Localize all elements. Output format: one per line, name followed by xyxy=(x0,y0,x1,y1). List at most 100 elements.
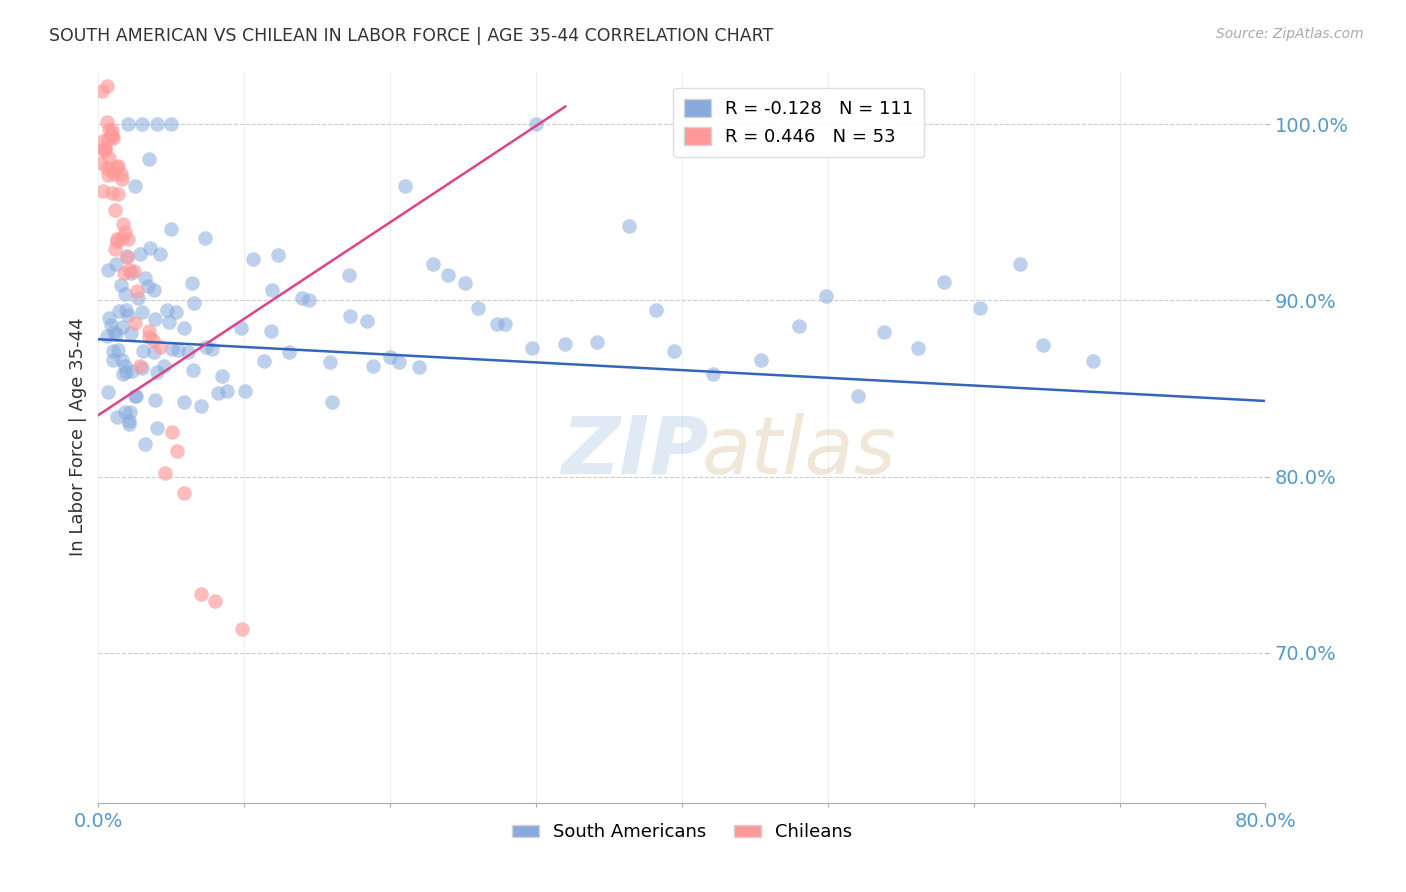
Point xyxy=(117,117,139,131)
Point xyxy=(260,283,283,297)
Point xyxy=(204,594,226,608)
Point xyxy=(143,345,166,359)
Point xyxy=(91,134,114,148)
Point xyxy=(361,359,384,373)
Point xyxy=(110,167,132,181)
Text: atlas: atlas xyxy=(702,413,896,491)
Point xyxy=(907,342,929,356)
Point xyxy=(108,304,131,318)
Point xyxy=(146,420,169,434)
Point xyxy=(846,389,869,403)
Text: SOUTH AMERICAN VS CHILEAN IN LABOR FORCE | AGE 35-44 CORRELATION CHART: SOUTH AMERICAN VS CHILEAN IN LABOR FORCE… xyxy=(49,27,773,45)
Point xyxy=(260,324,283,338)
Point xyxy=(100,163,122,178)
Point xyxy=(146,117,169,131)
Point xyxy=(111,367,134,381)
Point xyxy=(118,263,141,277)
Point xyxy=(181,276,204,290)
Point xyxy=(96,329,118,343)
Point xyxy=(134,437,156,451)
Point xyxy=(97,169,120,183)
Point xyxy=(146,366,169,380)
Point xyxy=(664,343,686,358)
Point xyxy=(114,359,136,373)
Point xyxy=(267,248,290,262)
Point xyxy=(103,343,125,358)
Point xyxy=(253,353,276,368)
Point xyxy=(194,231,217,245)
Point xyxy=(969,301,991,315)
Point xyxy=(112,266,135,280)
Point xyxy=(98,123,121,137)
Point xyxy=(408,359,430,374)
Point xyxy=(107,343,129,358)
Point xyxy=(93,144,115,158)
Point xyxy=(388,355,411,369)
Point xyxy=(114,405,136,419)
Point xyxy=(787,319,810,334)
Point xyxy=(131,305,153,319)
Point xyxy=(128,359,150,374)
Point xyxy=(467,301,489,315)
Point xyxy=(207,385,229,400)
Point xyxy=(211,369,233,384)
Point xyxy=(118,405,141,419)
Point xyxy=(117,308,139,322)
Point xyxy=(436,268,458,283)
Point xyxy=(104,243,127,257)
Point xyxy=(105,232,128,246)
Point xyxy=(132,343,155,358)
Point xyxy=(90,156,112,170)
Point xyxy=(319,355,342,369)
Point xyxy=(117,232,139,246)
Point xyxy=(104,257,127,271)
Point xyxy=(356,314,378,328)
Point xyxy=(97,263,120,277)
Point xyxy=(190,399,212,413)
Point xyxy=(554,337,576,351)
Point xyxy=(422,258,444,272)
Point xyxy=(173,321,195,335)
Point xyxy=(298,293,321,307)
Point xyxy=(125,389,148,403)
Point xyxy=(103,352,125,367)
Point xyxy=(166,443,188,458)
Point xyxy=(494,317,516,331)
Point xyxy=(96,115,118,129)
Point xyxy=(586,334,609,349)
Point xyxy=(153,467,176,481)
Point xyxy=(149,247,172,261)
Point xyxy=(702,367,724,381)
Point xyxy=(110,352,132,367)
Point xyxy=(231,321,253,335)
Point xyxy=(1008,256,1031,270)
Point xyxy=(114,287,136,301)
Point xyxy=(98,311,121,326)
Point xyxy=(138,329,160,343)
Point xyxy=(183,296,205,310)
Point xyxy=(143,311,166,326)
Point xyxy=(107,186,129,201)
Point xyxy=(96,161,118,175)
Point xyxy=(934,275,956,289)
Point xyxy=(201,342,224,356)
Point xyxy=(173,395,195,409)
Point xyxy=(1081,353,1104,368)
Text: Source: ZipAtlas.com: Source: ZipAtlas.com xyxy=(1216,27,1364,41)
Point xyxy=(378,350,401,364)
Point xyxy=(177,345,200,359)
Point xyxy=(131,117,153,131)
Point xyxy=(103,130,125,145)
Point xyxy=(118,414,141,428)
Point xyxy=(115,249,138,263)
Point xyxy=(242,252,264,267)
Point xyxy=(107,159,129,173)
Point xyxy=(100,123,122,137)
Point xyxy=(159,221,181,235)
Point xyxy=(110,277,132,292)
Point xyxy=(485,317,508,331)
Point xyxy=(101,186,124,201)
Point xyxy=(873,325,896,339)
Point xyxy=(115,250,138,264)
Point xyxy=(814,288,837,302)
